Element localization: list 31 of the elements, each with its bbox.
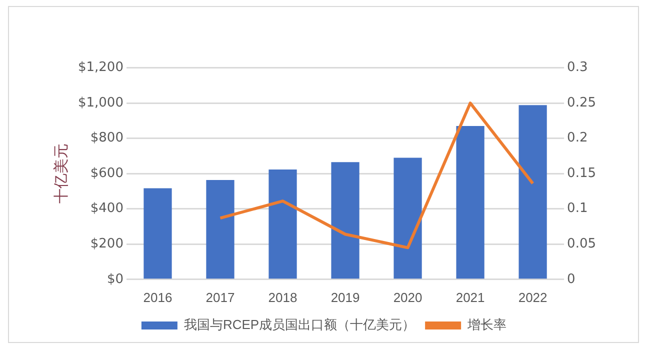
y-tick-label: $1,200 <box>78 60 124 76</box>
y2-tick-label: 0.1 <box>567 201 588 216</box>
legend-label: 我国与RCEP成员国出口额（十亿美元） <box>184 317 416 332</box>
y-tick-label: $600 <box>90 166 124 181</box>
y-tick-label: $400 <box>90 201 124 216</box>
x-tick-label: 2020 <box>393 290 422 305</box>
y-tick-label: $1,000 <box>78 95 124 110</box>
bar <box>268 170 297 279</box>
y-tick-label: $200 <box>90 236 124 252</box>
legend-label: 增长率 <box>466 317 507 332</box>
bar <box>206 180 234 279</box>
bar <box>331 162 360 279</box>
bar <box>518 105 547 279</box>
y2-tick-label: 0.2 <box>567 130 588 146</box>
y-tick-label: $800 <box>90 130 124 146</box>
x-tick-label: 2019 <box>330 290 360 305</box>
x-tick-label: 2022 <box>518 290 548 305</box>
y-tick-label: $0 <box>106 272 124 287</box>
y2-tick-label: 0.05 <box>567 236 596 252</box>
x-tick-label: 2016 <box>143 290 172 305</box>
x-tick-label: 2017 <box>206 290 235 305</box>
y2-tick-label: 0.3 <box>567 60 588 76</box>
bar <box>394 158 422 279</box>
y2-tick-label: 0 <box>567 272 576 287</box>
x-tick-label: 2018 <box>268 290 298 305</box>
y2-tick-label: 0.15 <box>567 166 596 181</box>
y2-tick-label: 0.25 <box>567 95 596 110</box>
y-axis-title: 十亿美元 <box>53 144 70 204</box>
x-tick-label: 2021 <box>456 290 485 305</box>
bar <box>144 188 172 279</box>
bar <box>456 126 484 279</box>
